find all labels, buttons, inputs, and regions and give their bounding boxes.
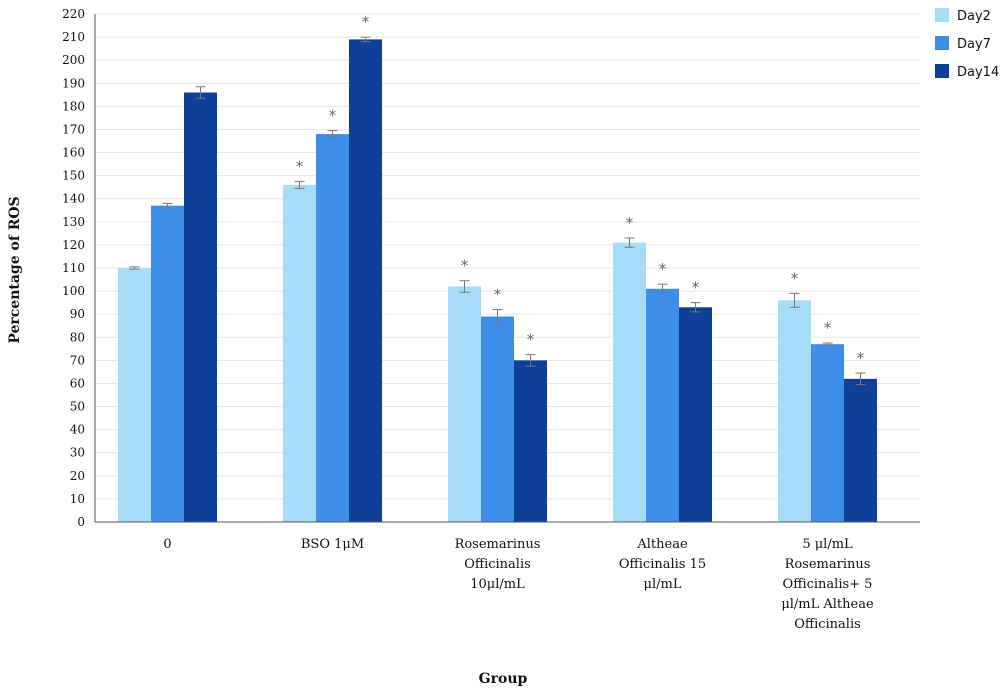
bar-day7 [811, 344, 844, 522]
legend-swatch-day2 [935, 8, 949, 22]
bar-day2 [448, 286, 481, 522]
significance-star: * [791, 269, 799, 287]
legend: Day2 Day7 Day14 [935, 8, 999, 80]
significance-star: * [626, 214, 634, 232]
y-tick-label: 100 [62, 284, 85, 298]
y-tick-label: 20 [70, 469, 85, 483]
significance-star: * [857, 349, 865, 367]
y-tick-label: 0 [77, 515, 85, 529]
gridlines [95, 13, 920, 523]
bar-day2 [118, 268, 151, 522]
y-tick-label: 170 [62, 122, 85, 136]
bar-day2 [613, 242, 646, 522]
y-tick-label: 80 [70, 330, 85, 344]
y-tick-label: 150 [62, 169, 85, 183]
bar-day2 [778, 300, 811, 522]
legend-swatch-day14 [935, 64, 949, 78]
significance-star: * [824, 319, 832, 337]
x-category-label: Rosemarinus Officinalis 10μl/mL [455, 537, 541, 592]
x-axis-title: Group [479, 671, 528, 687]
bar-day7 [316, 134, 349, 522]
significance-star: * [329, 107, 337, 125]
significance-star: * [659, 260, 667, 278]
bar-day7 [646, 288, 679, 522]
legend-swatch-day7 [935, 36, 949, 50]
legend-label-day7: Day7 [957, 37, 991, 52]
significance-star: * [527, 331, 535, 349]
y-tick-label: 110 [62, 261, 85, 275]
bar-day14 [349, 39, 382, 523]
y-tick-label: 90 [70, 307, 85, 321]
x-axis-category-labels: 0 BSO 1μM Rosemarinus Officinalis 10μl/mL Alt… [163, 537, 874, 632]
x-category-label: 5 μl/mL Rosemarinus Officinalis+ 5 μl/mL Al… [781, 537, 874, 632]
y-axis-title: Percentage of ROS [7, 196, 23, 343]
y-tick-label: 160 [62, 146, 85, 160]
y-tick-label: 210 [62, 30, 85, 44]
y-tick-label: 190 [62, 76, 85, 90]
bar-day7 [151, 205, 184, 522]
bars [118, 39, 877, 523]
y-tick-label: 60 [70, 376, 85, 390]
y-tick-label: 130 [62, 215, 85, 229]
bar-day2 [283, 184, 316, 522]
y-tick-label: 220 [62, 7, 85, 21]
y-tick-label: 40 [70, 423, 85, 437]
legend-label-day2: Day2 [957, 9, 991, 24]
x-category-label: 0 [163, 537, 171, 552]
y-tick-label: 30 [70, 446, 85, 460]
significance-star: * [362, 13, 370, 31]
y-tick-label: 180 [62, 99, 85, 113]
legend-label-day14: Day14 [957, 65, 999, 80]
significance-markers: * * * * * * * * * * * * [296, 13, 865, 367]
y-axis-ticks: 0 10 20 30 40 50 60 70 80 90 100 110 120 130 140 150 160… [62, 7, 85, 529]
x-category-label: BSO 1μM [301, 537, 364, 552]
x-category-label: Altheae Officinalis 15 μl/mL [619, 537, 706, 592]
significance-star: * [461, 257, 469, 275]
bar-day14 [184, 92, 217, 522]
significance-star: * [692, 279, 700, 297]
y-tick-label: 120 [62, 238, 85, 252]
y-tick-label: 140 [62, 192, 85, 206]
significance-star: * [296, 157, 304, 175]
bar-day7 [481, 316, 514, 522]
bar-day14 [514, 360, 547, 522]
y-tick-label: 50 [70, 400, 85, 414]
y-tick-label: 10 [70, 492, 85, 506]
bar-day14 [679, 307, 712, 522]
y-tick-label: 70 [70, 353, 85, 367]
significance-star: * [494, 286, 502, 304]
y-tick-label: 200 [62, 53, 85, 67]
bar-day14 [844, 378, 877, 522]
error-bars [129, 36, 866, 386]
